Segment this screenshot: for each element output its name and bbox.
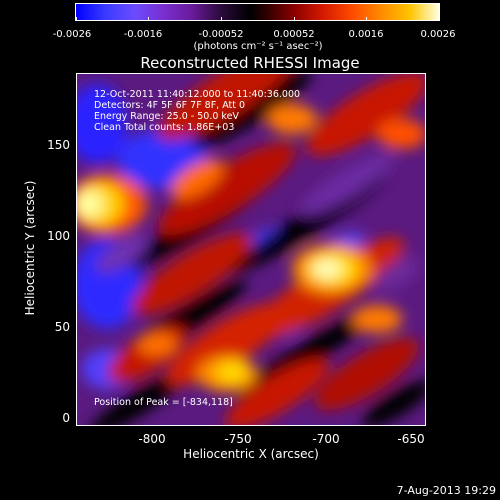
x-axis-label: Heliocentric X (arcsec) (183, 447, 319, 461)
colorbar-tick-mark (439, 17, 440, 21)
colorbar-tick-mark (294, 17, 295, 21)
colorbar-tick-label: -0.00052 (198, 29, 244, 40)
image-plot-area (76, 73, 426, 426)
y-tick-label: 150 (47, 138, 70, 152)
colorbar-tick-mark (148, 17, 149, 21)
footer-date: 7-Aug-2013 19:29 (396, 484, 496, 497)
colorbar-unit-label: (photons cm⁻² s⁻¹ asec⁻²) (193, 41, 323, 52)
info-time-range: 12-Oct-2011 11:40:12.000 to 11:40:36.000 (94, 89, 301, 100)
colorbar-tick-label: 0.0016 (348, 29, 384, 40)
plot-title: Reconstructed RHESSI Image (140, 54, 360, 72)
y-axis-label: Heliocentric Y (arcsec) (23, 180, 37, 316)
y-tick-label: 50 (54, 320, 70, 334)
info-detectors: Detectors: 4F 5F 6F 7F 8F, Att 0 (94, 100, 246, 111)
colorbar-tick-mark (221, 17, 222, 21)
x-tick-label: -700 (312, 432, 340, 446)
x-tick-label: -750 (224, 432, 252, 446)
info-counts: Clean Total counts: 1.86E+03 (94, 122, 235, 133)
info-energy-range: Energy Range: 25.0 - 50.0 keV (94, 111, 239, 122)
peak-position-text: Position of Peak = [-834,118] (94, 397, 233, 408)
colorbar-tick-mark (366, 17, 367, 21)
x-tick-label: -650 (397, 432, 425, 446)
y-tick-label: 0 (62, 411, 70, 425)
colorbar-tick-label: -0.0026 (52, 29, 92, 40)
colorbar-tick-label: 0.0026 (420, 29, 456, 40)
x-tick-label: -800 (138, 432, 166, 446)
colorbar-tick-mark (76, 17, 77, 21)
y-tick-label: 100 (47, 229, 70, 243)
colorbar-tick-label: 0.00052 (273, 29, 315, 40)
reconstructed-image (77, 74, 425, 425)
colorbar (75, 3, 440, 21)
colorbar-tick-label: -0.0016 (123, 29, 163, 40)
